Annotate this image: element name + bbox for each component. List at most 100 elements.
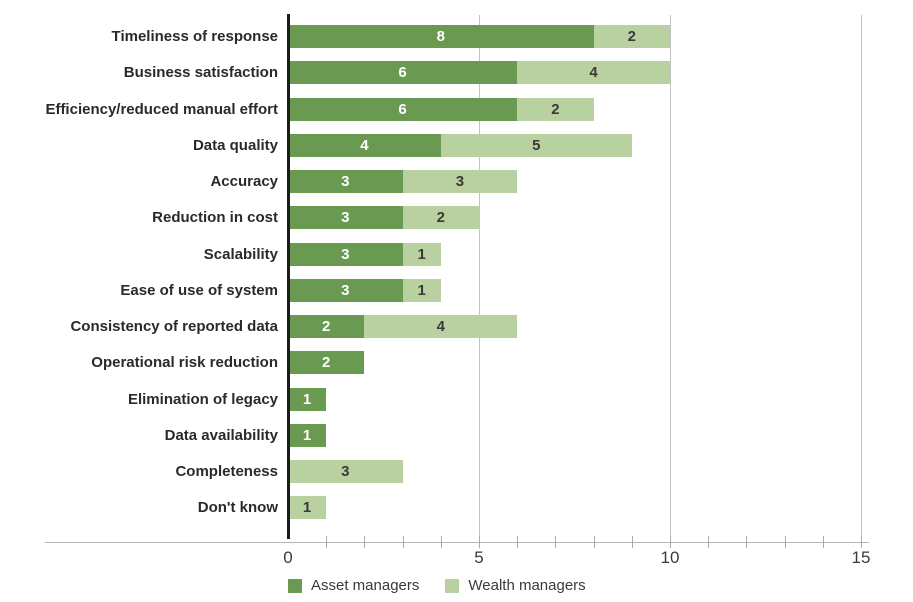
bar-segment-wealth-managers: 2 xyxy=(593,25,670,48)
bar-segment-wealth-managers: 3 xyxy=(402,170,518,193)
bar-segment-asset-managers: 3 xyxy=(288,278,403,302)
x-axis-tick-15 xyxy=(861,536,862,548)
bar-segment-wealth-managers: 5 xyxy=(440,133,632,157)
x-axis-tick-12 xyxy=(746,536,748,548)
bar-row-consistency-of-reported-data: Consistency of reported data 2 4 xyxy=(0,315,913,338)
value-label: 3 xyxy=(341,463,350,480)
bar-row-ease-of-use-of-system: Ease of use of system 3 1 xyxy=(0,278,913,302)
value-label: 2 xyxy=(322,354,331,372)
bar-row-accuracy: Accuracy 3 3 xyxy=(0,170,913,193)
value-label: 4 xyxy=(360,136,369,154)
category-label-timeliness-of-response: Timeliness of response xyxy=(111,28,278,45)
bar-segment-wealth-managers: 4 xyxy=(364,315,518,338)
bar-row-efficiency-reduced-manual-effort: Efficiency/reduced manual effort 6 2 xyxy=(0,97,913,121)
bar-row-data-quality: Data quality 4 5 xyxy=(0,133,913,157)
bar-segment-wealth-managers: 4 xyxy=(517,61,670,85)
bar-row-timeliness-of-response: Timeliness of response 8 2 xyxy=(0,25,913,48)
value-label: 1 xyxy=(302,426,312,444)
value-label: 2 xyxy=(627,28,636,45)
x-axis-line xyxy=(45,542,869,543)
bar-row-scalability: Scalability 3 1 xyxy=(0,242,913,266)
value-label: 6 xyxy=(398,64,407,82)
value-label: 4 xyxy=(436,318,445,335)
x-axis-tick-9 xyxy=(631,536,633,548)
x-axis-tick-11 xyxy=(708,536,710,548)
bar-segment-asset-managers: 3 xyxy=(288,170,403,193)
bar-segment-asset-managers: 1 xyxy=(288,423,327,447)
bar-segment-asset-managers: 2 xyxy=(288,351,365,375)
bar-segment-asset-managers: 3 xyxy=(288,206,403,230)
legend: Asset managers Wealth managers xyxy=(288,577,612,594)
bar-segment-wealth-managers: 3 xyxy=(288,460,403,483)
x-axis-tick-2 xyxy=(364,536,366,548)
bar-segment-wealth-managers: 1 xyxy=(402,278,441,302)
x-axis-tick-7 xyxy=(555,536,557,548)
bar-segment-wealth-managers: 2 xyxy=(517,97,594,121)
value-label: 3 xyxy=(341,173,350,190)
category-label-operational-risk-reduction: Operational risk reduction xyxy=(91,354,278,372)
category-label-efficiency-reduced-manual-effort: Efficiency/reduced manual effort xyxy=(45,100,278,118)
category-label-data-availability: Data availability xyxy=(164,426,278,444)
value-label: 4 xyxy=(589,64,598,82)
bar-segment-asset-managers: 2 xyxy=(288,315,365,338)
value-label: 1 xyxy=(302,499,312,517)
category-label-accuracy: Accuracy xyxy=(210,173,278,190)
x-tick-label-0: 0 xyxy=(283,548,293,567)
bar-segment-asset-managers: 8 xyxy=(288,25,594,48)
category-label-completeness: Completeness xyxy=(175,463,278,480)
bar-segment-asset-managers: 6 xyxy=(288,97,518,121)
bar-segment-wealth-managers: 1 xyxy=(288,496,327,520)
bar-segment-wealth-managers: 1 xyxy=(402,242,441,266)
value-label: 3 xyxy=(341,245,350,263)
x-axis-tick-10 xyxy=(670,536,671,548)
bar-row-data-availability: Data availability 1 xyxy=(0,423,913,447)
x-tick-label-10: 10 xyxy=(660,548,680,567)
category-label-elimination-of-legacy: Elimination of legacy xyxy=(127,390,278,408)
value-label: 2 xyxy=(322,318,331,335)
x-axis-tick-1 xyxy=(326,536,328,548)
x-axis-tick-4 xyxy=(440,536,442,548)
x-axis-tick-3 xyxy=(402,536,404,548)
gridline-x-10 xyxy=(670,15,671,547)
value-label: 6 xyxy=(398,100,407,118)
x-tick-label-5: 5 xyxy=(474,548,484,567)
gridline-x-15 xyxy=(861,15,862,547)
bar-row-reduction-in-cost: Reduction in cost 3 2 xyxy=(0,206,913,230)
category-label-data-quality: Data quality xyxy=(192,136,278,154)
legend-label-wealth-managers: Wealth managers xyxy=(468,577,586,594)
x-axis-tick-5 xyxy=(479,536,480,548)
value-label: 2 xyxy=(436,209,445,227)
legend-swatch-asset-managers xyxy=(288,578,302,593)
bar-segment-asset-managers: 3 xyxy=(288,242,403,266)
value-label: 3 xyxy=(455,173,465,190)
x-axis-tick-14 xyxy=(822,536,824,548)
legend-label-asset-managers: Asset managers xyxy=(311,577,420,594)
bar-segment-asset-managers: 1 xyxy=(288,387,327,411)
category-label-consistency-of-reported-data: Consistency of reported data xyxy=(70,318,278,335)
bar-row-don-t-know: Don't know 1 xyxy=(0,496,913,520)
category-label-scalability: Scalability xyxy=(203,245,278,263)
bar-segment-asset-managers: 6 xyxy=(288,61,518,85)
zero-axis-line xyxy=(286,14,290,539)
bar-segment-asset-managers: 4 xyxy=(288,133,441,157)
category-label-reduction-in-cost: Reduction in cost xyxy=(152,209,278,227)
bar-row-operational-risk-reduction: Operational risk reduction 2 xyxy=(0,351,913,375)
value-label: 1 xyxy=(417,245,426,263)
x-axis-tick-13 xyxy=(784,536,786,548)
bar-segment-wealth-managers: 2 xyxy=(402,206,479,230)
value-label: 3 xyxy=(341,281,350,299)
value-label: 5 xyxy=(532,136,541,154)
bar-row-business-satisfaction: Business satisfaction 6 4 xyxy=(0,61,913,85)
category-label-ease-of-use-of-system: Ease of use of system xyxy=(120,281,278,299)
value-label: 8 xyxy=(436,28,445,45)
bar-row-elimination-of-legacy: Elimination of legacy 1 xyxy=(0,387,913,411)
category-label-don-t-know: Don't know xyxy=(197,499,278,517)
x-axis-tick-8 xyxy=(593,536,595,548)
legend-item-asset-managers: Asset managers xyxy=(288,577,419,594)
legend-swatch-wealth-managers xyxy=(445,578,460,593)
x-axis-tick-6 xyxy=(517,536,519,548)
value-label: 1 xyxy=(417,281,426,299)
category-label-business-satisfaction: Business satisfaction xyxy=(123,64,278,82)
x-tick-label-15: 15 xyxy=(851,548,871,567)
